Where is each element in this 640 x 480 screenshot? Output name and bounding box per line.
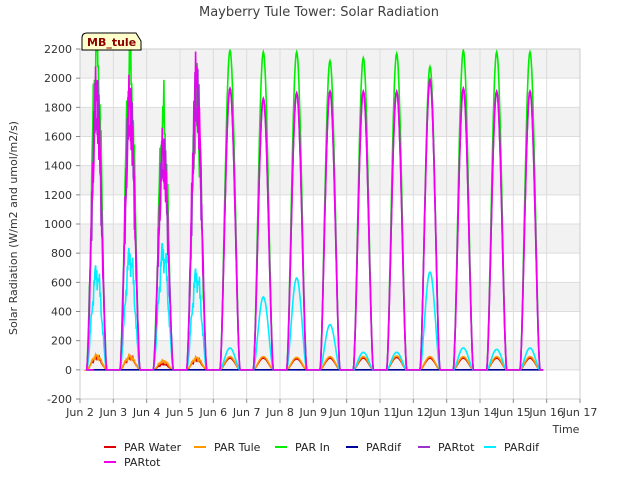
y-tick-label: -200 bbox=[47, 393, 72, 406]
y-tick-label: 1000 bbox=[44, 218, 72, 231]
x-tick-label: Jun 12 bbox=[395, 406, 431, 419]
x-tick-label: Jun 3 bbox=[98, 406, 127, 419]
background-band bbox=[80, 282, 580, 312]
background-band bbox=[80, 253, 580, 283]
legend: PAR Water PAR Tule PAR In PARdif PARtot PARdi… bbox=[104, 441, 540, 469]
x-tick-label: Jun 4 bbox=[132, 406, 161, 419]
y-tick-label: 1200 bbox=[44, 189, 72, 202]
background-band bbox=[80, 107, 580, 137]
x-tick-label: Jun 5 bbox=[165, 406, 194, 419]
y-tick-label: 0 bbox=[65, 364, 72, 377]
x-tick-label: Jun 6 bbox=[198, 406, 227, 419]
legend-label: PAR Water bbox=[124, 441, 182, 454]
background-band bbox=[80, 311, 580, 341]
background-band bbox=[80, 194, 580, 224]
x-axis-ticks: Jun 2 Jun 3 Jun 4 Jun 5 Jun 6 Jun 7 Jun 8 Jun 9… bbox=[65, 399, 597, 419]
series-layer bbox=[83, 49, 544, 371]
x-tick-label: Jun 15 bbox=[495, 406, 531, 419]
x-tick-label: Jun 2 bbox=[65, 406, 94, 419]
background-band bbox=[80, 369, 580, 399]
x-tick-label: Jun 10 bbox=[328, 406, 364, 419]
series-line bbox=[85, 51, 544, 371]
legend-label: PARtot bbox=[124, 456, 161, 469]
site-label-box: MB_tule bbox=[81, 32, 142, 51]
x-tick-label: Jun 8 bbox=[265, 406, 294, 419]
x-tick-label: Jun 7 bbox=[232, 406, 261, 419]
y-tick-label: 400 bbox=[51, 306, 72, 319]
y-tick-label: 2200 bbox=[44, 43, 72, 56]
background-band bbox=[80, 136, 580, 166]
chart-title: Mayberry Tule Tower: Solar Radiation bbox=[199, 5, 439, 20]
legend-label: PAR Tule bbox=[214, 441, 261, 454]
y-tick-label: 200 bbox=[51, 335, 72, 348]
x-tick-label: Jun 13 bbox=[428, 406, 464, 419]
legend-label: PARdif bbox=[504, 441, 540, 454]
x-tick-label: Jun 17 bbox=[562, 406, 598, 419]
x-tick-label: Jun 11 bbox=[362, 406, 398, 419]
site-label: MB_tule bbox=[87, 36, 136, 49]
y-tick-label: 1600 bbox=[44, 131, 72, 144]
legend-label: PARtot bbox=[438, 441, 475, 454]
background-band bbox=[80, 165, 580, 195]
background-band bbox=[80, 224, 580, 254]
y-tick-label: 2000 bbox=[44, 72, 72, 85]
x-tick-label: Jun 16 bbox=[528, 406, 564, 419]
legend-label: PARdif bbox=[366, 441, 402, 454]
y-tick-label: 1400 bbox=[44, 160, 72, 173]
legend-label: PAR In bbox=[295, 441, 330, 454]
y-tick-label: 800 bbox=[51, 247, 72, 260]
y-tick-label: 600 bbox=[51, 276, 72, 289]
x-tick-label: Jun 9 bbox=[298, 406, 327, 419]
x-tick-label: Jun 14 bbox=[462, 406, 498, 419]
y-axis-label: Solar Radiation (W/m2 and umol/m2/s) bbox=[7, 121, 20, 335]
x-axis-label: Time bbox=[552, 423, 580, 436]
y-tick-label: 1800 bbox=[44, 101, 72, 114]
y-axis-ticks: -200 0 200 400 600 800 1000 1200 1400 1600 1800 200… bbox=[44, 43, 80, 406]
